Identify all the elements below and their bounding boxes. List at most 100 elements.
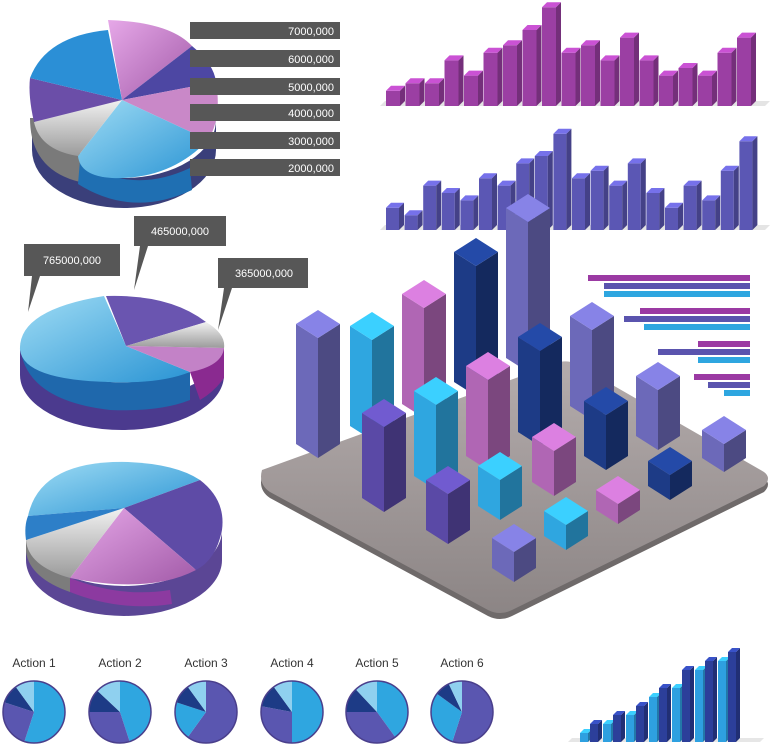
- pie-2-slice-365: [126, 322, 225, 348]
- action-pie-slice: [261, 686, 292, 712]
- bar-indigo: [441, 188, 460, 230]
- iso-block: [362, 399, 406, 512]
- bar-indigo: [423, 180, 442, 230]
- bar-chart-small: [568, 648, 764, 742]
- bar-small-navy: [705, 657, 717, 742]
- hbar: [708, 382, 750, 388]
- action-pie-rim: [260, 680, 324, 744]
- action-label-5: Action 5: [355, 656, 399, 670]
- bar-purple: [659, 70, 678, 106]
- pie-3-slice: [26, 508, 124, 578]
- bar-chart-indigo: [380, 128, 770, 230]
- pie-3-slice: [25, 508, 124, 540]
- bar-purple: [503, 40, 522, 107]
- value-label-bar: [190, 78, 340, 95]
- action-pie: [174, 680, 238, 744]
- bar-indigo: [572, 173, 590, 230]
- bar-purple: [561, 47, 581, 106]
- bar-indigo: [665, 202, 683, 230]
- bar-indigo: [720, 165, 739, 230]
- hbar: [694, 374, 750, 380]
- action-pie: [345, 680, 409, 744]
- action-pie-slice: [377, 681, 408, 738]
- bar-indigo: [646, 188, 665, 230]
- bar-indigo: [609, 180, 628, 230]
- action-label-3: Action 3: [184, 656, 228, 670]
- hbar: [604, 291, 750, 297]
- pie-chart-3: [25, 461, 223, 616]
- action-pie-slice: [431, 693, 462, 742]
- action-pies: [2, 680, 494, 744]
- callout-765: [24, 244, 120, 312]
- action-pie-slice: [187, 681, 237, 744]
- pie-chart-1: [29, 20, 218, 208]
- pie-2-callouts: 765000,000 465000,000 365000,000: [24, 216, 308, 330]
- value-label: 3000,000: [288, 136, 334, 148]
- iso-block: [596, 476, 640, 524]
- iso-block: [584, 387, 628, 470]
- value-label-bar: [190, 50, 340, 67]
- action-pie-rim: [88, 680, 152, 744]
- hbar: [588, 275, 750, 281]
- callout-365: [218, 258, 308, 330]
- hbar: [624, 316, 750, 322]
- bar-indigo: [479, 173, 497, 230]
- action-pie-slice: [261, 706, 292, 743]
- callout-465: [134, 216, 226, 290]
- bar-purple: [737, 32, 756, 106]
- action-labels: Action 1 Action 2 Action 3 Action 4 Acti…: [12, 656, 484, 670]
- bar-indigo: [386, 202, 404, 230]
- hbar: [640, 308, 750, 314]
- bar-small-navy: [613, 711, 625, 742]
- iso-block: [296, 310, 340, 458]
- bar-purple: [600, 55, 620, 106]
- pie-2-slice-765: [19, 296, 190, 383]
- horizontal-bar-chart: [588, 275, 750, 396]
- bar-indigo: [553, 128, 572, 230]
- action-pie: [2, 680, 66, 744]
- hbar: [604, 283, 750, 289]
- action-pie-slice: [355, 681, 377, 712]
- iso-block: [414, 377, 458, 490]
- bar-purple: [444, 55, 464, 106]
- bar-purple: [522, 25, 542, 106]
- hbar: [698, 341, 750, 347]
- pie-1-slice: [30, 30, 122, 100]
- action-pie-slice: [346, 712, 396, 743]
- action-pie-rim: [345, 680, 409, 744]
- action-pie-rim: [430, 680, 494, 744]
- hbar: [644, 324, 750, 330]
- pie-1-slice: [78, 100, 208, 179]
- pie-2-side-sky: [20, 345, 190, 411]
- action-pie: [260, 680, 324, 744]
- value-label: 2000,000: [288, 163, 334, 175]
- action-label-2: Action 2: [98, 656, 142, 670]
- action-pie-slice: [292, 681, 323, 743]
- iso-block: [518, 323, 562, 446]
- pie-3-side: [26, 530, 222, 616]
- action-pie-slice: [120, 681, 151, 742]
- value-label: 7000,000: [288, 26, 334, 38]
- bar-small-navy: [728, 648, 740, 742]
- hbar: [658, 349, 750, 355]
- action-pie-slice: [187, 681, 206, 712]
- isometric-bar-chart: [261, 194, 768, 619]
- iso-block: [426, 466, 470, 544]
- iso-block: [636, 362, 680, 450]
- callout-365-label: 365000,000: [235, 268, 293, 280]
- pie-1-slice: [29, 78, 122, 122]
- iso-block: [466, 352, 510, 470]
- bar-small-navy: [636, 702, 648, 742]
- bar-indigo: [627, 158, 646, 230]
- value-label-bar: [190, 104, 340, 121]
- bar-purple: [464, 70, 483, 106]
- action-pie-slice: [24, 681, 66, 743]
- action-pie-slice: [448, 681, 462, 712]
- action-label-1: Action 1: [12, 656, 56, 670]
- action-pie-slice: [452, 681, 494, 743]
- value-label: 5000,000: [288, 82, 334, 94]
- bar-indigo: [739, 136, 758, 230]
- bar-small-navy: [659, 684, 671, 742]
- hbar: [724, 390, 750, 396]
